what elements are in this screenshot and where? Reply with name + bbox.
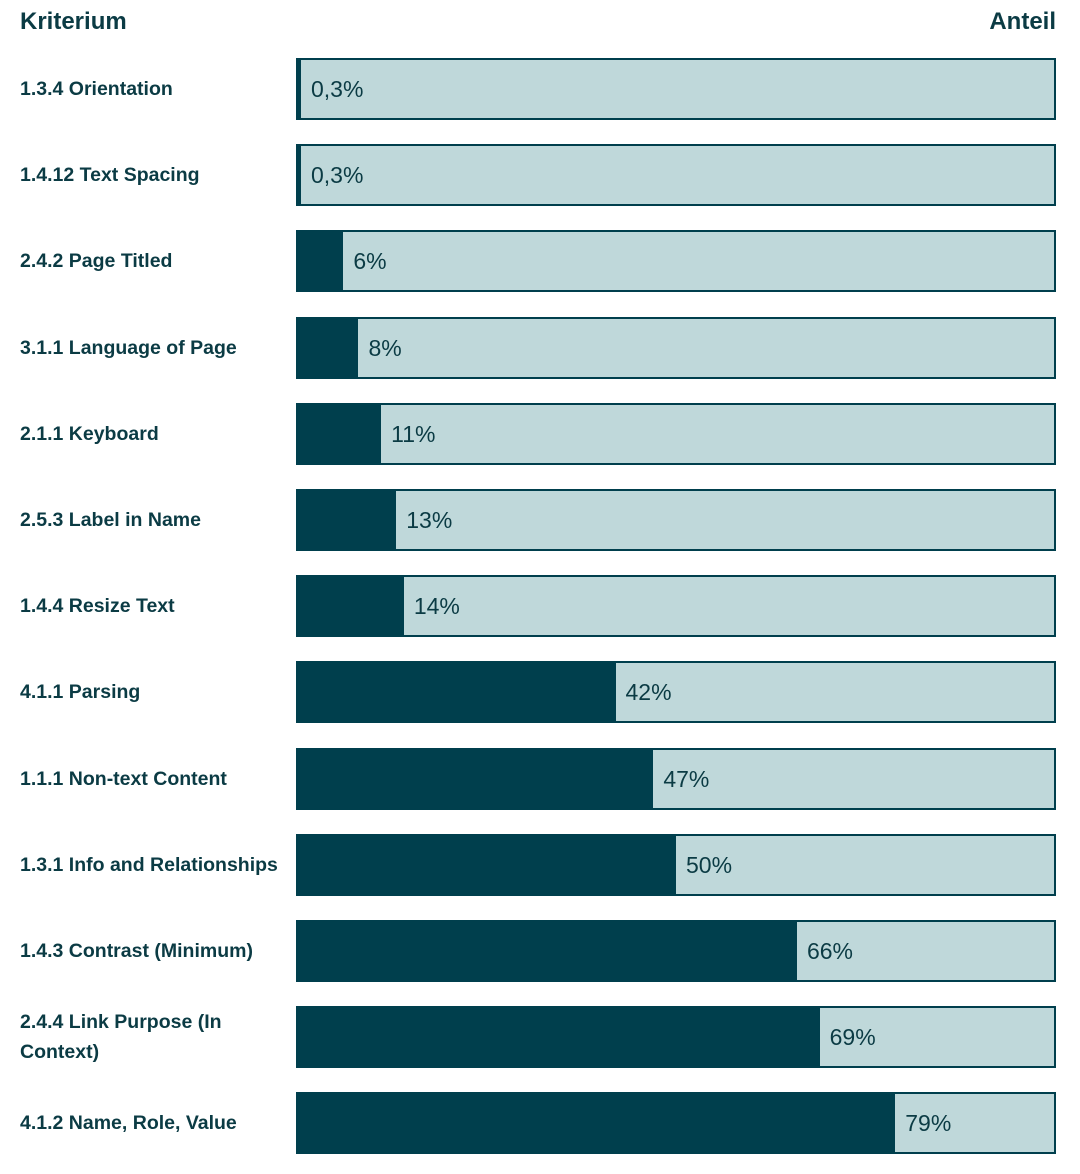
value-label: 79% (905, 1109, 952, 1136)
bar-fill (298, 663, 616, 721)
bar-fill (298, 1094, 896, 1152)
column-header-criterion: Kriterium (20, 8, 127, 35)
value-label: 14% (413, 592, 460, 619)
value-label: 6% (353, 247, 387, 274)
column-header-share: Anteil (989, 8, 1056, 35)
bar-track: 0,3% (296, 58, 1056, 120)
value-label: 0,3% (311, 161, 364, 188)
bar-track: 11% (296, 403, 1056, 465)
bar-track: 79% (296, 1092, 1056, 1154)
bar-row: 4.1.2 Name, Role, Value 79% (0, 1092, 1080, 1154)
value-label: 0,3% (311, 75, 364, 102)
bar-track: 42% (296, 661, 1056, 723)
bar-fill (298, 836, 676, 894)
bar-track: 14% (296, 575, 1056, 637)
value-label: 11% (391, 420, 436, 447)
bar-fill (298, 146, 301, 204)
bar-track: 50% (296, 834, 1056, 896)
value-label: 50% (686, 851, 733, 878)
bar-row: 1.4.3 Contrast (Minimum) 66% (0, 920, 1080, 982)
category-label: 1.4.3 Contrast (Minimum) (20, 940, 253, 962)
bar-row: 1.4.12 Text Spacing 0,3% (0, 144, 1080, 206)
value-label: 42% (625, 678, 672, 705)
bar-fill (298, 922, 797, 980)
category-label: 4.1.2 Name, Role, Value (20, 1112, 237, 1134)
value-label: 13% (406, 506, 453, 533)
category-label: 1.3.4 Orientation (20, 78, 173, 100)
bar-row: 2.1.1 Keyboard 11% (0, 403, 1080, 465)
bar-track: 6% (296, 230, 1056, 292)
category-label: 2.4.2 Page Titled (20, 250, 173, 272)
category-label: 3.1.1 Language of Page (20, 337, 237, 359)
value-label: 69% (829, 1023, 876, 1050)
bar-track: 47% (296, 748, 1056, 810)
bar-fill (298, 405, 382, 463)
category-label: 1.4.4 Resize Text (20, 595, 175, 617)
bar-row: 1.3.1 Info and Relationships 50% (0, 834, 1080, 896)
bar-row: 3.1.1 Language of Page 8% (0, 317, 1080, 379)
bar-fill (298, 750, 654, 808)
bar-row: 2.4.2 Page Titled 6% (0, 230, 1080, 292)
category-label: 1.1.1 Non-text Content (20, 768, 227, 790)
bar-row: 2.4.4 Link Purpose (In Context) 69% (0, 1006, 1080, 1068)
category-label: 2.1.1 Keyboard (20, 423, 159, 445)
bar-row: 1.3.4 Orientation 0,3% (0, 58, 1080, 120)
bar-track: 8% (296, 317, 1056, 379)
value-label: 47% (663, 765, 710, 792)
value-label: 66% (806, 937, 853, 964)
bar-fill (298, 60, 301, 118)
bar-track: 69% (296, 1006, 1056, 1068)
category-label: 1.4.12 Text Spacing (20, 164, 200, 186)
bar-track: 66% (296, 920, 1056, 982)
bar-row: 1.1.1 Non-text Content 47% (0, 748, 1080, 810)
bar-fill (298, 577, 404, 635)
bar-track: 0,3% (296, 144, 1056, 206)
category-label: 4.1.1 Parsing (20, 681, 141, 703)
category-label: 2.5.3 Label in Name (20, 509, 201, 531)
bar-fill (298, 319, 359, 377)
bar-row: 1.4.4 Resize Text 14% (0, 575, 1080, 637)
bar-row: 4.1.1 Parsing 42% (0, 661, 1080, 723)
bar-fill (298, 491, 397, 549)
value-label: 8% (368, 334, 402, 361)
bar-track: 13% (296, 489, 1056, 551)
bar-fill (298, 1008, 820, 1066)
bar-row: 2.5.3 Label in Name 13% (0, 489, 1080, 551)
bar-fill (298, 232, 344, 290)
category-label: 1.3.1 Info and Relationships (20, 854, 278, 876)
category-label: 2.4.4 Link Purpose (In Context) (20, 1011, 222, 1063)
